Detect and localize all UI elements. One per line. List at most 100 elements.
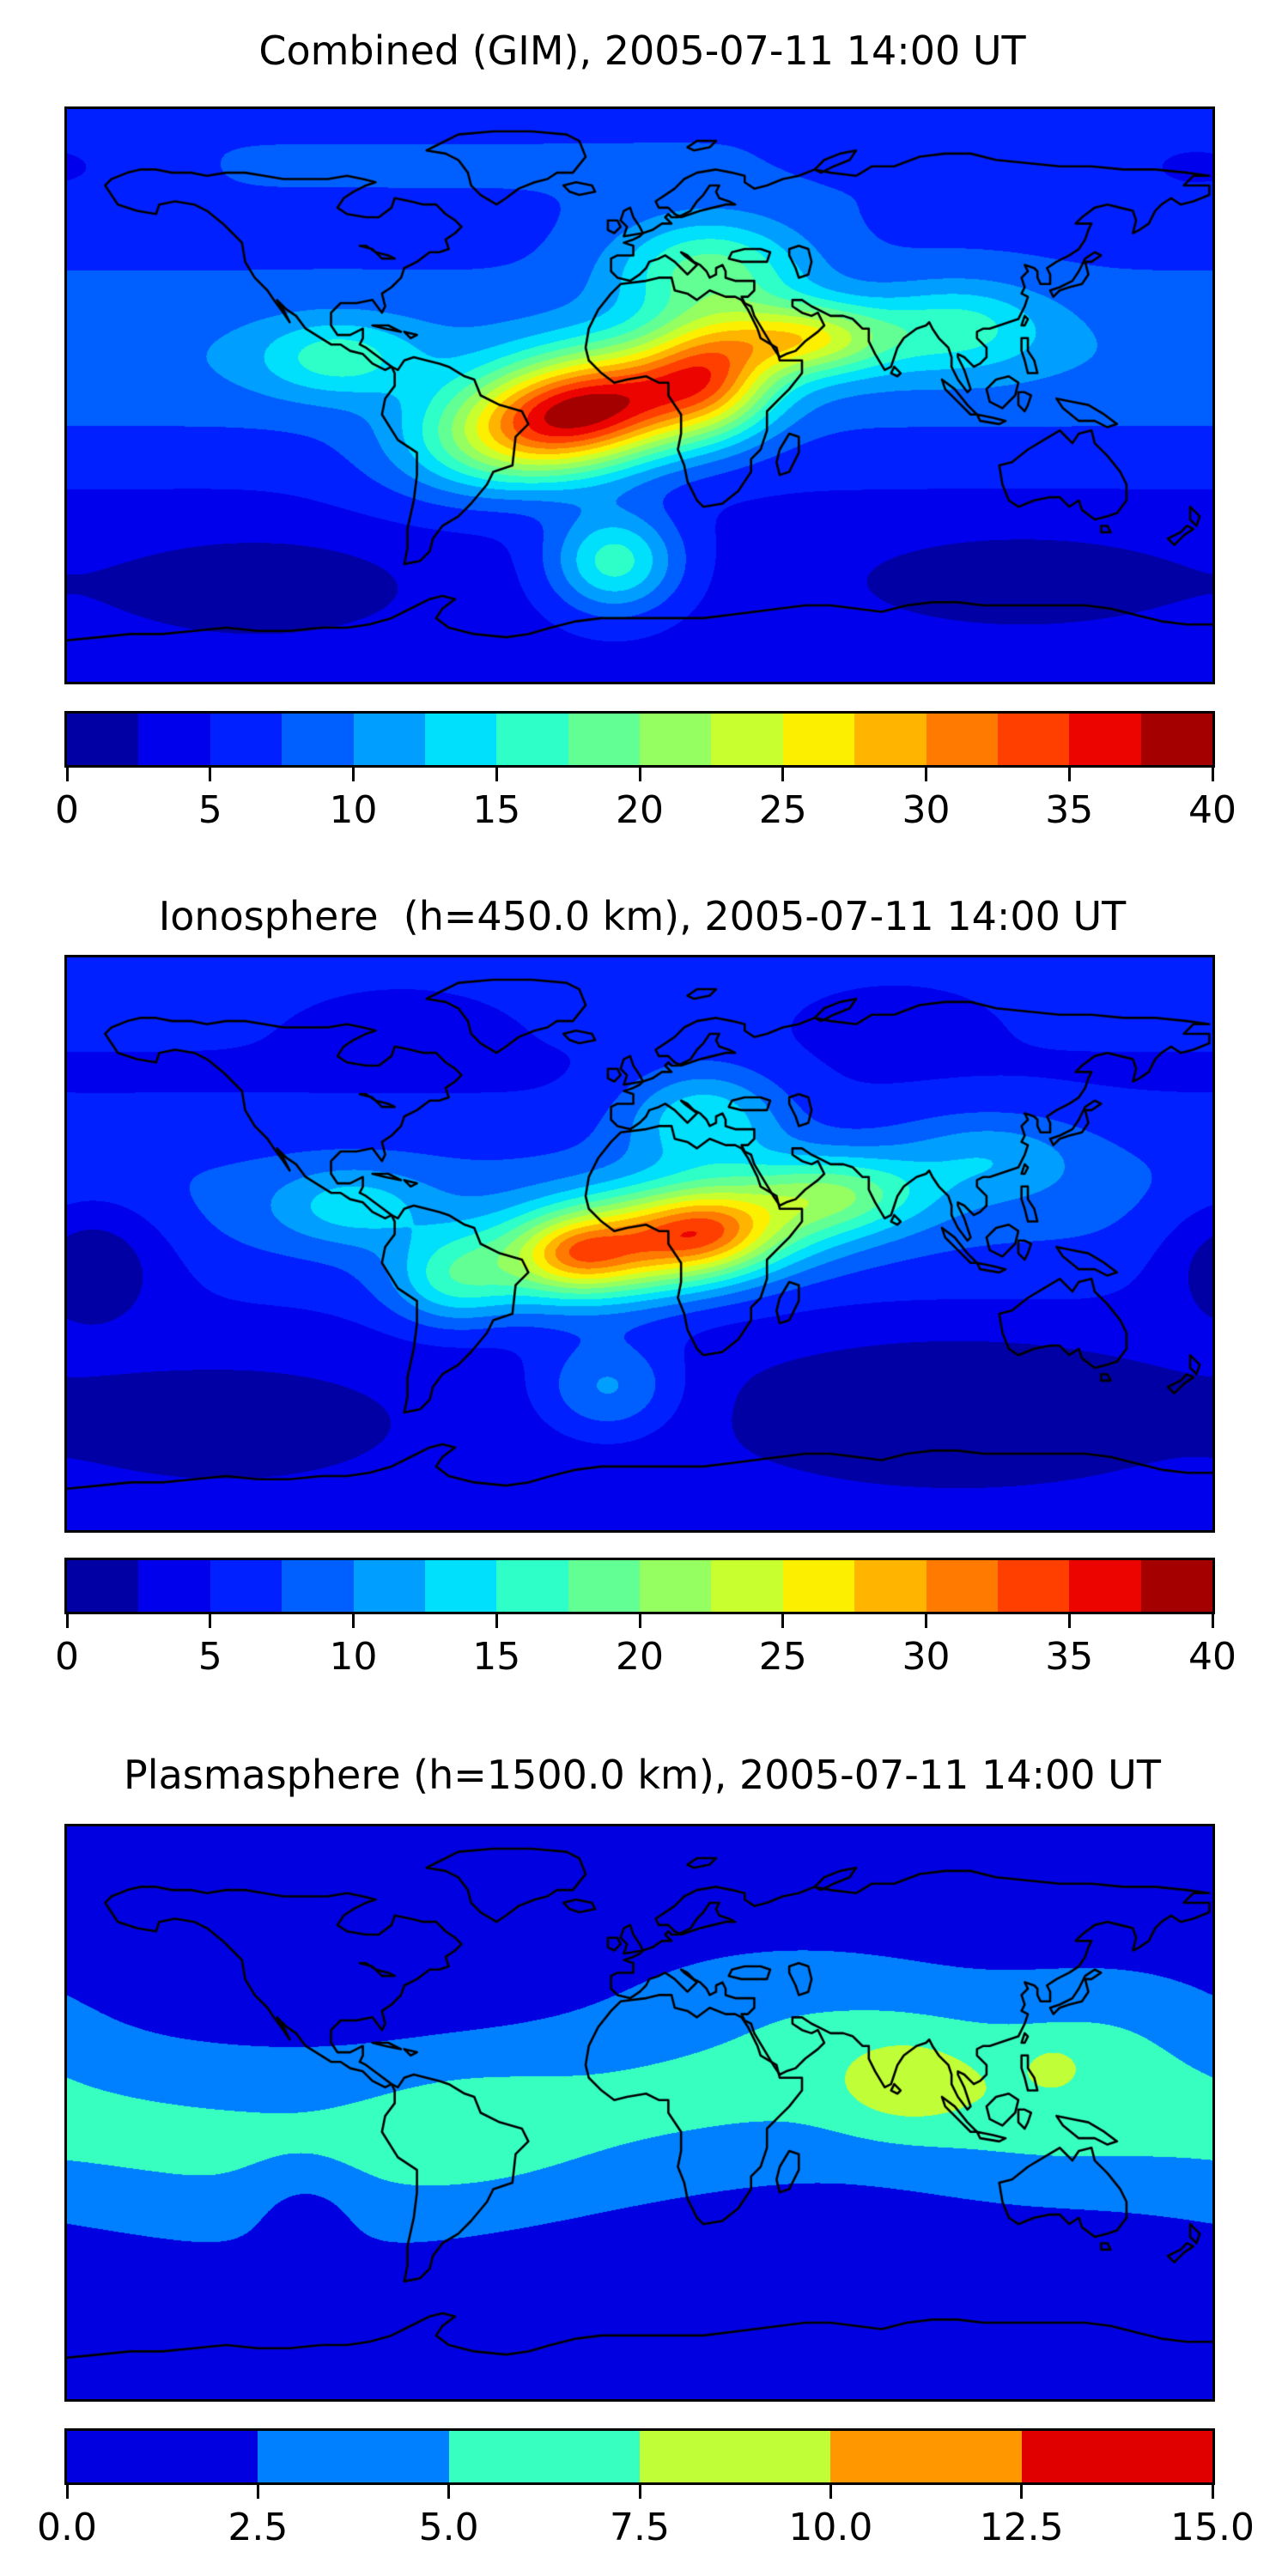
colorbar-tick (65, 2485, 69, 2499)
colorbar-combined: 0 5 10 15 20 25 30 35 40 (55, 711, 1236, 848)
colorbar-tick (1020, 2485, 1024, 2499)
colorbar-tick-label: 7.5 (610, 2506, 670, 2549)
tec-contour-canvas-combined (67, 109, 1212, 682)
colorbar-segment (640, 714, 712, 765)
colorbar-tick (495, 1614, 498, 1628)
colorbar-tick (1067, 1614, 1071, 1628)
colorbar-tick-label: 30 (902, 788, 951, 832)
colorbar-tick (209, 1614, 212, 1628)
colorbar-segment (258, 2431, 449, 2482)
colorbar-segment (997, 714, 1070, 765)
colorbar-tick (1211, 2485, 1214, 2499)
colorbar-tick (638, 1614, 641, 1628)
colorbar-tick (65, 1614, 69, 1628)
colorbar-tick-label: 40 (1188, 788, 1236, 832)
panel-title-combined: Combined (GIM), 2005-07-11 14:00 UT (258, 27, 1026, 74)
colorbar-segment (830, 2431, 1022, 2482)
colorbar-segment (138, 714, 210, 765)
colorbar-tick-label: 35 (1045, 1635, 1094, 1679)
colorbar-tick (781, 1614, 785, 1628)
colorbar-segment (282, 714, 354, 765)
panel-combined-gim: Combined (GIM), 2005-07-11 14:00 UT 0 5 10… (0, 0, 1288, 859)
tec-contour-canvas-plasmasphere (67, 1826, 1212, 2399)
colorbar-tick (256, 2485, 259, 2499)
panel-title-plasmasphere: Plasmasphere (h=1500.0 km), 2005-07-11 1… (124, 1752, 1161, 1798)
colorbar-tick-label: 12.5 (979, 2506, 1064, 2549)
colorbar-segment (496, 714, 568, 765)
colorbar-ionosphere: 0 5 10 15 20 25 30 35 40 (55, 1558, 1236, 1695)
colorbar-ticks-ionosphere: 0 5 10 15 20 25 30 35 40 (55, 1614, 1236, 1695)
colorbar-segment (854, 714, 927, 765)
colorbar-tick-label: 0.0 (37, 2506, 97, 2549)
colorbar-segment (67, 714, 139, 765)
colorbar-tick-label: 40 (1188, 1635, 1236, 1679)
tec-contour-canvas-ionosphere (67, 957, 1212, 1530)
colorbar-segment (711, 714, 783, 765)
colorbar-tick (925, 1614, 927, 1628)
colorbar-tick-label: 25 (758, 1635, 807, 1679)
colorbar-tick-label: 2.5 (228, 2506, 289, 2549)
colorbar-segment (424, 714, 497, 765)
colorbar-segment (67, 1560, 139, 1612)
colorbar-tick (1211, 768, 1214, 781)
colorbar-tick (1067, 768, 1071, 781)
colorbar-segment (1140, 714, 1212, 765)
colorbar-tick-label: 30 (902, 1635, 951, 1679)
colorbar-tick-label: 20 (616, 1635, 664, 1679)
colorbar-gradient-ionosphere (64, 1558, 1215, 1614)
colorbar-segment (424, 1560, 497, 1612)
panel-ionosphere: Ionosphere (h=450.0 km), 2005-07-11 14:0… (0, 859, 1288, 1717)
colorbar-segment (67, 2431, 258, 2482)
colorbar-tick-label: 0 (55, 1635, 79, 1679)
colorbar-segment (782, 714, 855, 765)
colorbar-tick (638, 768, 641, 781)
colorbar-tick-label: 35 (1045, 788, 1094, 832)
colorbar-tick-label: 5.0 (418, 2506, 479, 2549)
colorbar-tick-label: 0 (55, 788, 79, 832)
panel-title-ionosphere: Ionosphere (h=450.0 km), 2005-07-11 14:0… (158, 893, 1127, 939)
colorbar-tick (495, 768, 498, 781)
world-map-ionosphere (64, 955, 1215, 1533)
colorbar-segment (1069, 1560, 1141, 1612)
world-map-plasmasphere (64, 1824, 1215, 2402)
colorbar-segment (711, 1560, 783, 1612)
colorbar-segment (782, 1560, 855, 1612)
colorbar-segment (138, 1560, 210, 1612)
colorbar-tick-label: 15 (472, 788, 521, 832)
colorbar-tick (1211, 1614, 1214, 1628)
colorbar-segment (353, 714, 425, 765)
colorbar-tick-label: 10 (329, 788, 378, 832)
colorbar-segment (639, 2431, 831, 2482)
colorbar-ticks-combined: 0 5 10 15 20 25 30 35 40 (55, 768, 1236, 848)
colorbar-tick-label: 5 (197, 1635, 222, 1679)
colorbar-tick (209, 768, 212, 781)
colorbar-gradient-plasmasphere (64, 2428, 1215, 2485)
colorbar-tick-label: 15 (472, 1635, 521, 1679)
colorbar-segment (1140, 1560, 1212, 1612)
colorbar-tick (65, 768, 69, 781)
world-map-combined (64, 106, 1215, 684)
colorbar-tick (781, 768, 785, 781)
panel-plasmasphere: Plasmasphere (h=1500.0 km), 2005-07-11 1… (0, 1717, 1288, 2576)
colorbar-tick (829, 2485, 832, 2499)
colorbar-tick (925, 768, 927, 781)
colorbar-tick-label: 20 (616, 788, 664, 832)
colorbar-segment (448, 2431, 640, 2482)
colorbar-tick (447, 2485, 451, 2499)
colorbar-segment (640, 1560, 712, 1612)
colorbar-tick-label: 10.0 (788, 2506, 873, 2549)
colorbar-segment (210, 1560, 283, 1612)
colorbar-tick (352, 1614, 355, 1628)
colorbar-tick-label: 25 (758, 788, 807, 832)
colorbar-segment (1021, 2431, 1212, 2482)
colorbar-tick (638, 2485, 641, 2499)
colorbar-ticks-plasmasphere: 0.0 2.5 5.0 7.5 10.0 12.5 15.0 (37, 2485, 1255, 2566)
colorbar-tick-label: 5 (197, 788, 222, 832)
colorbar-plasmasphere: 0.0 2.5 5.0 7.5 10.0 12.5 15.0 (37, 2428, 1255, 2566)
colorbar-gradient-combined (64, 711, 1215, 768)
colorbar-tick (352, 768, 355, 781)
colorbar-segment (568, 1560, 640, 1612)
colorbar-segment (1069, 714, 1141, 765)
colorbar-segment (496, 1560, 568, 1612)
colorbar-segment (926, 714, 998, 765)
